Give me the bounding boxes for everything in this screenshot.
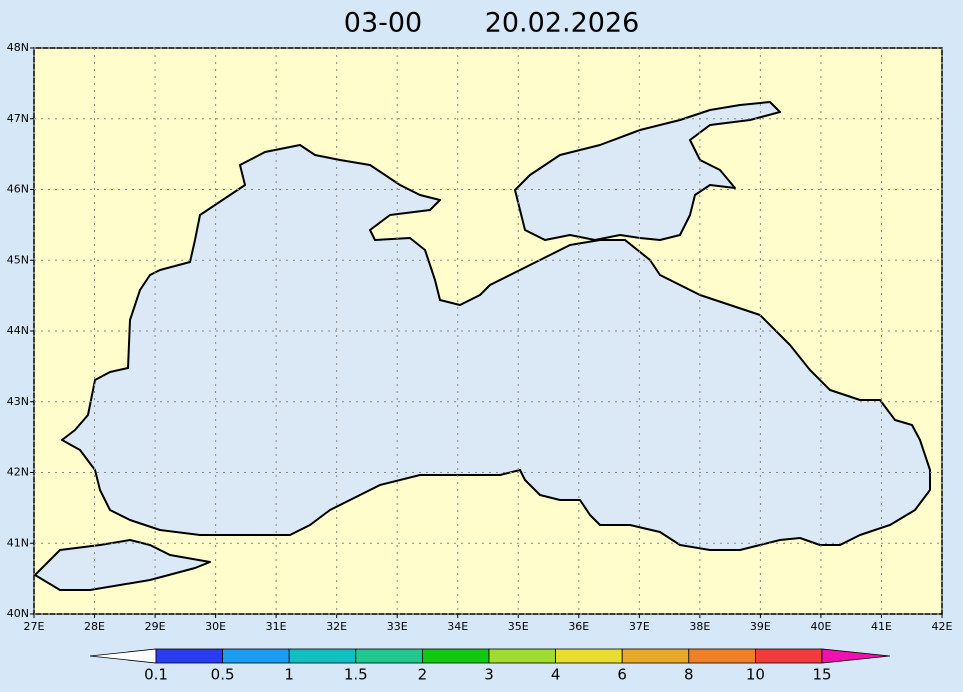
colorbar-segment [555,648,623,664]
x-tick-label: 33E [387,620,408,633]
title-time: 03-00 [344,8,422,39]
x-tick-label: 29E [145,620,166,633]
y-tick-label: 46N [7,183,29,196]
colorbar-label: 0.5 [211,666,235,684]
colorbar-high [821,648,891,664]
x-tick-label: 31E [266,620,287,633]
colorbar-segment [621,648,690,664]
colorbar-label: 10 [746,666,765,684]
black-sea [61,144,931,551]
x-tick-label: 41E [871,620,892,633]
x-tick-label: 34E [447,620,468,633]
sea-of-azov [514,101,781,241]
x-tick-label: 30E [205,620,226,633]
colorbar-segment [355,648,423,664]
x-tick-label: 28E [84,620,105,633]
colorbar-segment [488,648,556,664]
x-tick-label: 38E [689,620,710,633]
colorbar-label: 2 [418,666,428,684]
colorbar-label: 4 [551,666,561,684]
sea [34,101,931,591]
colorbar-segment [688,648,756,664]
colorbar-label: 1.5 [344,666,368,684]
y-tick-label: 41N [7,536,29,549]
y-tick-label: 48N [7,41,29,54]
y-tick-label: 43N [7,395,29,408]
x-tick-label: 32E [326,620,347,633]
colorbar-segment [155,648,223,664]
colorbar-label: 8 [684,666,694,684]
sea-of-marmara [34,539,211,591]
x-tick-label: 39E [750,620,771,633]
colorbar-label: 3 [484,666,494,684]
x-tick-label: 27E [24,620,45,633]
colorbar-segment [222,648,290,664]
colorbar-label: 1 [284,666,294,684]
colorbar-segment [288,648,357,664]
y-tick-label: 47N [7,112,29,125]
colorbar-label: 6 [617,666,627,684]
title-date: 20.02.2026 [485,8,640,39]
y-tick-label: 40N [7,607,29,620]
y-tick-label: 42N [7,466,29,479]
colorbar-segment [421,648,490,664]
x-tick-label: 42E [932,620,953,633]
colorbar-segment [755,648,823,664]
colorbar-low [89,648,157,664]
x-tick-label: 36E [568,620,589,633]
x-tick-label: 35E [508,620,529,633]
x-tick-label: 37E [629,620,650,633]
x-tick-label: 40E [810,620,831,633]
colorbar-label: 0.1 [144,666,168,684]
y-tick-label: 45N [7,253,29,266]
y-tick-label: 44N [7,324,29,337]
colorbar-label: 15 [812,666,831,684]
